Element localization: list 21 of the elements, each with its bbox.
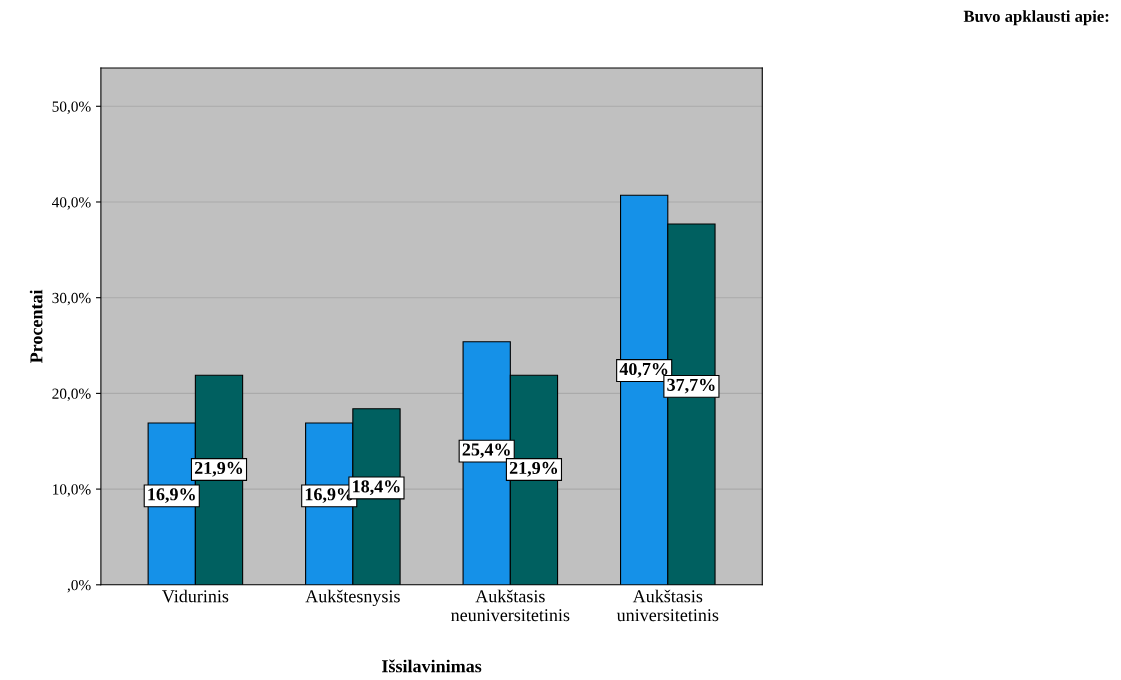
x-tick-label: Aukštesnysis [305, 589, 400, 607]
x-tick-label: Vidurinis [162, 589, 229, 603]
y-axis-title: Procentai [29, 289, 43, 364]
data-label: 16,9% [305, 488, 353, 503]
data-label: 21,9% [194, 461, 243, 477]
x-tick-label: Aukštasis universitetinis [616, 589, 719, 622]
legend-title: Buvo apklausti apie: [963, 10, 1109, 26]
y-tick-label: 40,0% [52, 197, 91, 210]
y-tick-label: 50,0% [52, 101, 91, 114]
y-tick-label: 30,0% [52, 292, 91, 306]
x-tick-label: Aukštasis neuniversitetinis [451, 589, 570, 622]
data-label: 25,4% [462, 443, 510, 459]
data-label: 37,7% [667, 378, 715, 394]
x-axis-title: Išsilavinimas [382, 659, 482, 673]
data-label: 40,7% [619, 362, 668, 378]
y-tick-label: ,0% [67, 579, 91, 593]
y-tick-label: 10,0% [53, 484, 91, 497]
data-label: 21,9% [509, 461, 558, 477]
data-label: 18,4% [353, 480, 400, 496]
data-label: 16,9% [148, 488, 195, 503]
y-tick-label: 20,0% [52, 388, 91, 402]
